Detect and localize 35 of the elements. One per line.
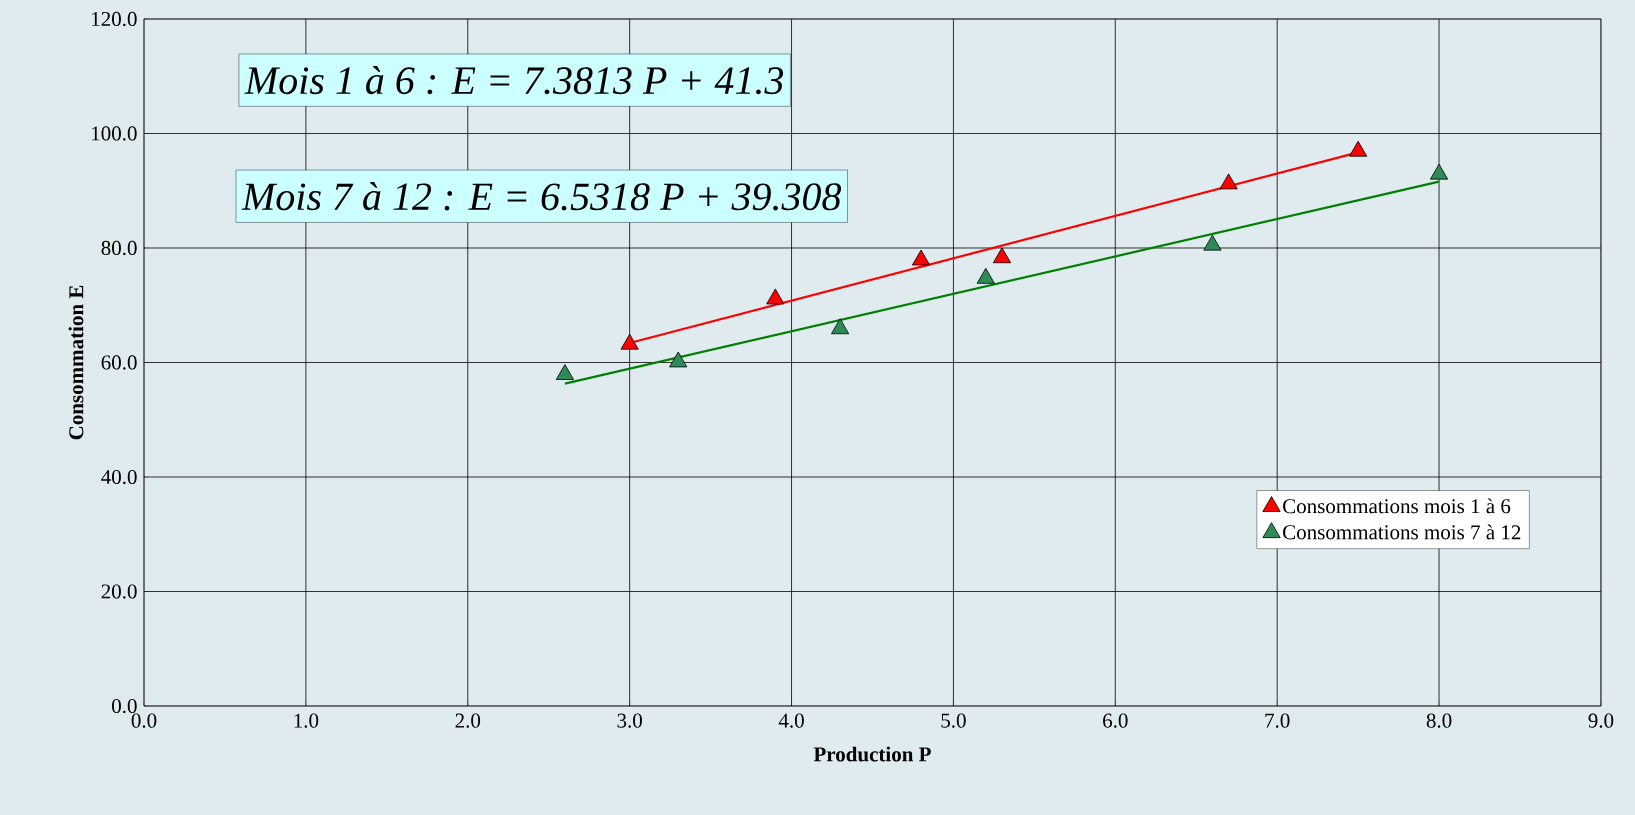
y-tick-label: 20.0: [101, 584, 137, 599]
point: [669, 351, 688, 368]
point: [620, 333, 639, 350]
point: [1203, 234, 1222, 251]
y-tick-label: 40.0: [101, 469, 137, 485]
x-tick-label: 9.0: [1588, 713, 1614, 728]
x-tick-label: 3.0: [617, 713, 642, 728]
legend-label: Consommations mois 1 à 6: [1283, 498, 1511, 514]
point: [976, 267, 995, 284]
x-tick-label: 6.0: [1103, 713, 1128, 728]
x-tick-label: 4.0: [778, 713, 804, 728]
y-tick-label: 80.0: [101, 240, 137, 256]
annotation: Mois 1 à 6 : E = 7.3813 P + 41.3: [244, 65, 784, 95]
point: [831, 318, 850, 335]
y-tick-label: 120.0: [92, 11, 137, 27]
y-axis-title: Consommation E: [68, 285, 84, 440]
point: [1219, 173, 1238, 190]
y-tick-label: 100.0: [92, 126, 137, 141]
x-tick-label: 8.0: [1426, 713, 1452, 728]
y-tick-label: 0.0: [112, 698, 137, 714]
point: [766, 288, 785, 305]
point: [992, 247, 1012, 264]
legend-label: Consommations mois 7 à 12: [1283, 524, 1521, 540]
point: [911, 249, 931, 266]
x-tick-label: 7.0: [1265, 713, 1290, 728]
x-axis-title: Production P: [813, 746, 931, 762]
point: [555, 364, 574, 380]
annotation: Mois 7 à 12 : E = 6.5318 P + 39.308: [241, 182, 842, 211]
x-tick-label: 0.0: [131, 713, 157, 728]
point: [1430, 163, 1449, 180]
point: [1349, 140, 1368, 157]
x-tick-label: 1.0: [294, 713, 319, 728]
y-tick-label: 60.0: [101, 355, 137, 370]
x-tick-label: 2.0: [455, 713, 481, 728]
x-tick-label: 5.0: [941, 713, 966, 728]
